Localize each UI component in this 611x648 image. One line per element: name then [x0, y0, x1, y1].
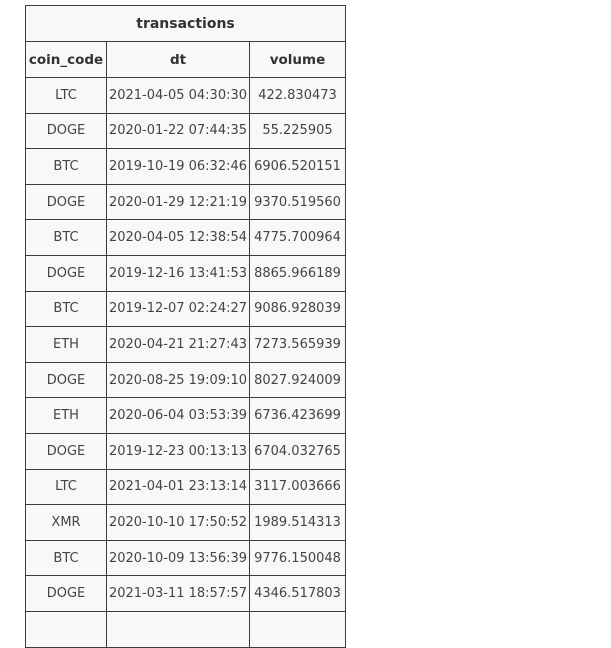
volume-cell: 55.225905: [249, 112, 346, 150]
volume-cell: [249, 610, 346, 648]
coin-code-cell: DOGE: [25, 575, 107, 612]
transactions-table: transactions coin_code dt volume LTC 2021…: [25, 5, 346, 648]
table-row[interactable]: ETH 2020-06-04 03:53:39 6736.423699: [25, 397, 346, 434]
dt-cell: 2020-01-22 07:44:35: [106, 112, 250, 150]
table-row[interactable]: DOGE 2021-03-11 18:57:57 4346.517803: [25, 575, 346, 612]
table-row[interactable]: LTC 2021-04-01 23:13:14 3117.003666: [25, 468, 346, 506]
table-caption-row: transactions: [25, 5, 346, 42]
dt-cell: 2020-01-29 12:21:19: [106, 183, 250, 221]
coin-code-cell: BTC: [25, 219, 107, 256]
coin-code-cell: ETH: [25, 397, 107, 434]
dt-cell: 2020-10-09 13:56:39: [106, 539, 250, 577]
dt-cell: 2019-12-07 02:24:27: [106, 290, 250, 328]
coin-code-cell: LTC: [25, 77, 107, 114]
table-row[interactable]: BTC 2019-12-07 02:24:27 9086.928039: [25, 290, 346, 328]
coin-code-cell: BTC: [25, 148, 107, 185]
volume-cell: 9776.150048: [249, 539, 346, 577]
dt-cell: 2019-12-23 00:13:13: [106, 432, 250, 470]
dt-cell: 2020-06-04 03:53:39: [106, 397, 250, 434]
volume-cell: 9086.928039: [249, 290, 346, 328]
column-header-dt[interactable]: dt: [106, 41, 250, 78]
volume-cell: 8865.966189: [249, 254, 346, 292]
volume-cell: 422.830473: [249, 77, 346, 114]
dt-cell: 2019-12-16 13:41:53: [106, 254, 250, 292]
dt-cell: 2021-04-01 23:13:14: [106, 468, 250, 506]
dt-cell: 2019-10-19 06:32:46: [106, 148, 250, 185]
coin-code-cell: DOGE: [25, 254, 107, 292]
volume-cell: 6906.520151: [249, 148, 346, 185]
dt-cell: 2021-04-05 04:30:30: [106, 77, 250, 114]
table-row[interactable]: BTC 2020-10-09 13:56:39 9776.150048: [25, 539, 346, 577]
coin-code-cell: XMR: [25, 504, 107, 541]
coin-code-cell: DOGE: [25, 361, 107, 399]
transactions-table-container: transactions coin_code dt volume LTC 2021…: [25, 5, 346, 648]
table-row[interactable]: [25, 610, 346, 648]
coin-code-cell: DOGE: [25, 183, 107, 221]
volume-cell: 1989.514313: [249, 504, 346, 541]
dt-cell: 2020-04-21 21:27:43: [106, 326, 250, 363]
column-header-volume[interactable]: volume: [249, 41, 346, 78]
coin-code-cell: LTC: [25, 468, 107, 506]
dt-cell: 2021-03-11 18:57:57: [106, 575, 250, 612]
volume-cell: 9370.519560: [249, 183, 346, 221]
table-row[interactable]: LTC 2021-04-05 04:30:30 422.830473: [25, 77, 346, 114]
dt-cell: 2020-10-10 17:50:52: [106, 504, 250, 541]
coin-code-cell: DOGE: [25, 112, 107, 150]
volume-cell: 6736.423699: [249, 397, 346, 434]
coin-code-cell: DOGE: [25, 432, 107, 470]
table-row[interactable]: DOGE 2019-12-16 13:41:53 8865.966189: [25, 254, 346, 292]
table-body: LTC 2021-04-05 04:30:30 422.830473 DOGE 2020…: [25, 77, 346, 648]
table-title: transactions: [25, 5, 346, 42]
table-row[interactable]: DOGE 2019-12-23 00:13:13 6704.032765: [25, 432, 346, 470]
volume-cell: 6704.032765: [249, 432, 346, 470]
table-row[interactable]: DOGE 2020-01-29 12:21:19 9370.519560: [25, 183, 346, 221]
volume-cell: 7273.565939: [249, 326, 346, 363]
table-row[interactable]: DOGE 2020-08-25 19:09:10 8027.924009: [25, 361, 346, 399]
volume-cell: 8027.924009: [249, 361, 346, 399]
coin-code-cell: BTC: [25, 539, 107, 577]
table-row[interactable]: BTC 2019-10-19 06:32:46 6906.520151: [25, 148, 346, 185]
dt-cell: [106, 610, 250, 648]
table-row[interactable]: BTC 2020-04-05 12:38:54 4775.700964: [25, 219, 346, 256]
coin-code-cell: ETH: [25, 326, 107, 363]
coin-code-cell: [25, 610, 107, 648]
coin-code-cell: BTC: [25, 290, 107, 328]
dt-cell: 2020-04-05 12:38:54: [106, 219, 250, 256]
table-row[interactable]: ETH 2020-04-21 21:27:43 7273.565939: [25, 326, 346, 363]
table-row[interactable]: XMR 2020-10-10 17:50:52 1989.514313: [25, 504, 346, 541]
volume-cell: 3117.003666: [249, 468, 346, 506]
column-header-coin-code[interactable]: coin_code: [25, 41, 107, 78]
table-row[interactable]: DOGE 2020-01-22 07:44:35 55.225905: [25, 112, 346, 150]
dt-cell: 2020-08-25 19:09:10: [106, 361, 250, 399]
volume-cell: 4346.517803: [249, 575, 346, 612]
volume-cell: 4775.700964: [249, 219, 346, 256]
table-header-row: coin_code dt volume: [25, 41, 346, 78]
